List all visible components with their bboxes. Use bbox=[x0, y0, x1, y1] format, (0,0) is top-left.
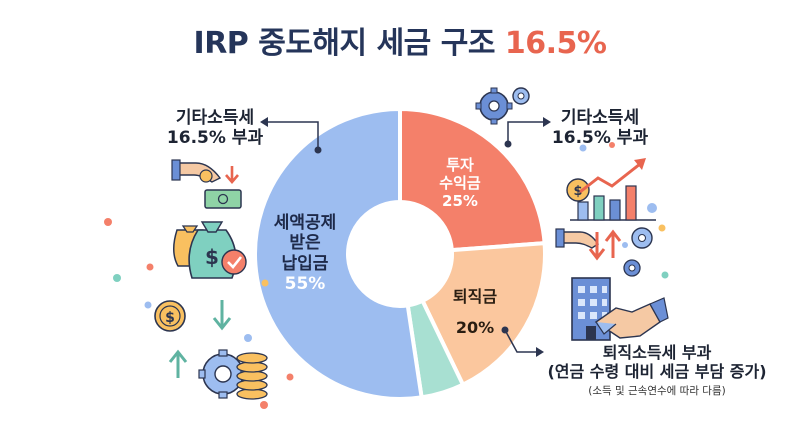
coins-gear-icon: $ bbox=[154, 300, 268, 400]
slice-label-line: 투자 bbox=[446, 156, 474, 174]
title-accent: 16.5% bbox=[504, 26, 607, 61]
slice-label-investment: 투자 수익금 25% bbox=[420, 156, 500, 210]
money-transfer-icon bbox=[555, 227, 653, 277]
annotation-right: 기타소득세 16.5% 부과 bbox=[535, 108, 665, 148]
annotation-line: 16.5% 부과 bbox=[551, 128, 649, 149]
arrow-left bbox=[260, 117, 268, 127]
title-main: IRP 중도해지 세금 구조 bbox=[193, 26, 496, 61]
dot-bottom bbox=[501, 326, 509, 334]
annotation-line: 16.5% 부과 bbox=[166, 128, 264, 149]
decor-dots bbox=[104, 142, 669, 409]
slice-label-line: 수익금 bbox=[439, 174, 481, 192]
money-bags-icon: $ bbox=[173, 221, 247, 279]
building-handshake-icon bbox=[571, 277, 669, 341]
donut-slice-1 bbox=[419, 241, 547, 388]
slice-label-percent: 25% bbox=[442, 192, 478, 210]
dot-right bbox=[504, 140, 512, 148]
leader-arrows bbox=[260, 117, 551, 357]
annotation-line: 기타소득세 bbox=[175, 108, 255, 128]
slice-label-line: 퇴직금 bbox=[452, 287, 498, 306]
growth-chart-icon: $ bbox=[566, 158, 657, 221]
leader-line-left bbox=[268, 121, 319, 148]
slice-label-severance: 퇴직금 20% bbox=[430, 287, 520, 337]
svg-text:$: $ bbox=[573, 184, 582, 199]
arrow-right bbox=[543, 117, 551, 127]
slice-label-contribution: 세액공제 받은 납입금 55% bbox=[250, 213, 360, 295]
dot-left bbox=[314, 146, 322, 154]
donut-slice-0 bbox=[398, 106, 547, 253]
annotation-left: 기타소득세 16.5% 부과 bbox=[150, 108, 280, 148]
leader-line-right bbox=[507, 121, 543, 142]
annotation-note: (소득 및 근속연수에 따라 다름) bbox=[588, 384, 726, 397]
arrow-bottom bbox=[536, 347, 544, 357]
money-hand-icon bbox=[171, 159, 242, 209]
annotation-line: (연금 수령 대비 세금 부담 증가) bbox=[547, 361, 767, 381]
annotation-line: 기타소득세 bbox=[560, 108, 640, 128]
svg-text:$: $ bbox=[165, 310, 175, 326]
slice-label-percent: 20% bbox=[455, 318, 495, 338]
slice-label-line: 받은 bbox=[289, 233, 321, 254]
gears-icon bbox=[475, 87, 530, 125]
annotation-line: 퇴직소득세 부과 bbox=[602, 343, 712, 362]
leader-lines bbox=[268, 121, 543, 353]
slice-label-line: 납입금 bbox=[281, 253, 329, 274]
slice-label-line: 세액공제 bbox=[273, 213, 337, 233]
page-title: IRP 중도해지 세금 구조 16.5% bbox=[0, 18, 800, 62]
svg-text:$: $ bbox=[205, 245, 219, 269]
annotation-bottom: 퇴직소득세 부과 (연금 수령 대비 세금 부담 증가) (소득 및 근속연수에… bbox=[532, 343, 782, 397]
slice-label-percent: 55% bbox=[284, 274, 326, 295]
donut-slice-3 bbox=[253, 106, 424, 401]
leader-line-bottom bbox=[504, 329, 536, 353]
